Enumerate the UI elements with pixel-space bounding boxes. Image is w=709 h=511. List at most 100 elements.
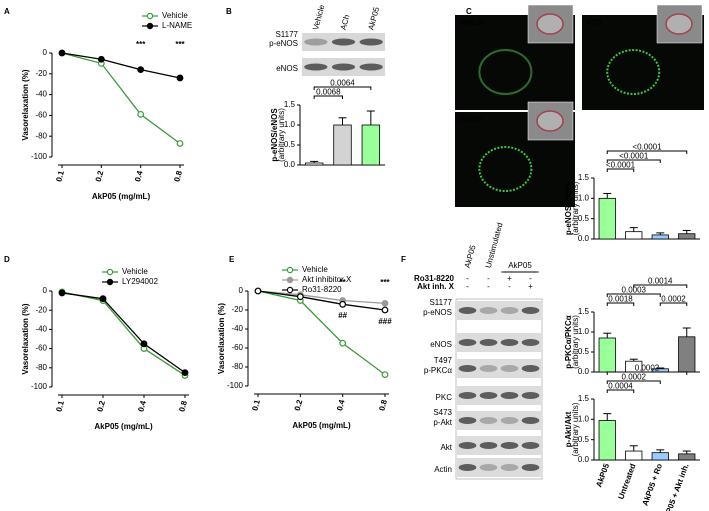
annotation: ## — [338, 311, 347, 320]
y-axis-sublabel: (arbitrary units) — [571, 315, 580, 369]
panel-letter: B — [226, 7, 232, 16]
x-tick-label: AkP05 + Ro — [641, 462, 665, 507]
p-bracket — [606, 293, 661, 297]
series-line — [61, 52, 181, 79]
legend-marker — [286, 266, 294, 274]
blot-band — [458, 365, 477, 372]
blot-strip — [457, 301, 541, 320]
legend-marker — [146, 22, 154, 30]
legend-marker — [146, 12, 154, 20]
p-bracket — [313, 86, 372, 90]
p-value: 0.0068 — [316, 88, 341, 97]
image-label: ACh — [586, 18, 602, 27]
point — [339, 300, 347, 308]
blot-strip — [457, 359, 541, 378]
column-label: ACh — [339, 14, 352, 31]
treatment-label: Akt inh. X — [417, 282, 455, 291]
y-tick-label: -20 — [35, 69, 47, 78]
y-tick-label: 0.5 — [284, 140, 296, 149]
legend-label: Akt inhibitor X — [302, 275, 352, 284]
legend-marker — [106, 278, 114, 286]
y-tick-label: 0.0 — [578, 455, 590, 464]
p-value: <0.0001 — [632, 143, 662, 152]
p-bracket — [606, 389, 635, 393]
y-tick-label: 0.0 — [578, 234, 590, 243]
blot-band — [458, 307, 477, 314]
y-tick-label: -100 — [227, 381, 244, 390]
treatment-sign: - — [529, 274, 532, 283]
y-tick-label: 1.0 — [578, 193, 590, 202]
y-tick-label: -100 — [31, 152, 48, 161]
row-label: Actin — [434, 465, 452, 474]
point — [99, 295, 107, 303]
point — [381, 371, 389, 379]
blot-band — [521, 464, 540, 471]
series-line — [257, 290, 386, 304]
blot-band — [458, 339, 477, 346]
x-tick-label: 0.1 — [250, 398, 262, 412]
row-site: T497 — [434, 356, 453, 365]
y-tick-label: 1.5 — [578, 307, 590, 316]
blot-strip — [457, 386, 541, 405]
inset-ring — [536, 13, 564, 35]
point — [97, 55, 105, 63]
point — [381, 299, 389, 307]
x-tick-label: 0.1 — [54, 169, 66, 183]
p-value: 0.0004 — [608, 382, 633, 391]
x-tick-label: Untreated — [616, 462, 637, 500]
y-axis-label: p-eNOS/eNOS — [564, 181, 573, 235]
series-line — [61, 52, 181, 145]
y-axis-sublabel: (arbitrary units) — [571, 402, 580, 456]
y-axis-label: p-eNOS/eNOS — [270, 108, 279, 162]
treatment-sign: - — [487, 274, 490, 283]
blot-strip — [457, 333, 541, 352]
series-line — [257, 290, 386, 311]
legend-label: Vehicle — [122, 267, 148, 276]
row-label: Akt — [440, 443, 452, 452]
y-tick-label: -80 — [35, 131, 47, 140]
point — [137, 66, 145, 74]
blot-strip — [457, 436, 541, 455]
blot-band — [304, 63, 328, 71]
y-tick-label: -80 — [231, 362, 243, 371]
y-tick-label: 0 — [43, 48, 48, 57]
bar — [651, 234, 669, 240]
p-value: 0.0003 — [622, 286, 647, 295]
p-value: <0.0001 — [619, 152, 649, 161]
blot-band — [521, 339, 540, 346]
treatment-sign: + — [528, 282, 533, 291]
blot-strip — [457, 458, 541, 477]
blot-band — [521, 365, 540, 372]
bar — [625, 231, 643, 240]
treatment-sign: - — [508, 282, 511, 291]
image-label: Vehicle — [459, 18, 485, 27]
bar — [678, 453, 696, 461]
annotation: *** — [380, 278, 390, 287]
p-bracket — [606, 380, 661, 384]
x-tick-label: 0.2 — [94, 169, 106, 183]
y-tick-label: -40 — [35, 90, 47, 99]
blot-band — [479, 307, 498, 314]
y-tick-label: 1.5 — [578, 394, 590, 403]
blot-band — [479, 392, 498, 399]
blot-band — [331, 38, 356, 46]
point — [381, 306, 389, 314]
y-tick-label: 1.5 — [578, 173, 590, 182]
point — [176, 140, 184, 147]
bar — [333, 124, 352, 166]
row-site: S1177 — [429, 298, 452, 307]
bar — [598, 197, 616, 240]
legend-label: L-NAME — [162, 21, 192, 30]
legend-label: Vehicle — [302, 265, 328, 274]
blot-band — [479, 464, 498, 471]
blot-band — [521, 307, 540, 314]
vessel-ring — [478, 49, 533, 95]
y-tick-label: -40 — [231, 324, 243, 333]
y-tick-label: -60 — [35, 344, 47, 353]
x-axis-label: AkP05 (mg/mL) — [94, 422, 153, 431]
p-value: 0.0018 — [608, 295, 633, 304]
column-label: AkP05 — [463, 243, 478, 269]
x-axis-label: AkP05 (mg/mL) — [92, 192, 151, 201]
blot-band — [331, 63, 356, 71]
y-axis-sublabel: (arbitrary units) — [571, 181, 580, 235]
